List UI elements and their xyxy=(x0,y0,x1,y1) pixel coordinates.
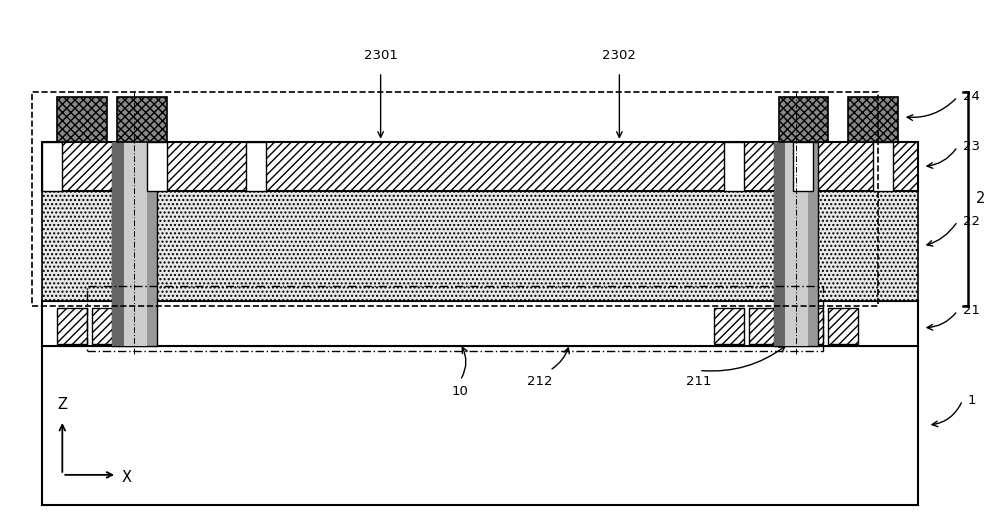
Bar xyxy=(774,141,785,346)
Bar xyxy=(92,308,122,343)
Text: 212: 212 xyxy=(527,376,553,388)
Text: 22: 22 xyxy=(963,215,980,228)
Bar xyxy=(87,286,823,350)
Text: X: X xyxy=(122,470,132,485)
Bar xyxy=(793,141,813,191)
Bar xyxy=(42,346,918,505)
Text: 1: 1 xyxy=(968,394,976,407)
Bar xyxy=(32,92,878,306)
Bar xyxy=(749,308,779,343)
Text: 21: 21 xyxy=(963,304,980,317)
Bar xyxy=(774,141,818,346)
Bar xyxy=(42,191,918,301)
Bar xyxy=(122,141,147,346)
Bar xyxy=(873,141,893,191)
Bar xyxy=(57,97,107,141)
Bar xyxy=(783,141,808,346)
Bar xyxy=(42,301,918,346)
Bar xyxy=(112,141,124,346)
Bar xyxy=(779,97,828,141)
Bar xyxy=(147,141,167,191)
Text: 24: 24 xyxy=(963,90,979,104)
Text: 2301: 2301 xyxy=(364,49,398,62)
Text: 2: 2 xyxy=(975,191,985,206)
Bar xyxy=(848,97,898,141)
Text: 2302: 2302 xyxy=(602,49,636,62)
Bar xyxy=(112,141,157,346)
Text: 10: 10 xyxy=(452,386,469,398)
Text: 211: 211 xyxy=(686,376,712,388)
Bar xyxy=(57,308,87,343)
Text: 23: 23 xyxy=(963,140,980,153)
Bar xyxy=(724,141,744,191)
Text: Z: Z xyxy=(57,397,67,412)
Bar xyxy=(246,141,266,191)
Bar xyxy=(117,97,167,141)
Bar xyxy=(42,141,62,191)
Bar xyxy=(793,308,823,343)
Bar xyxy=(828,308,858,343)
Bar xyxy=(714,308,744,343)
Bar xyxy=(42,141,918,191)
